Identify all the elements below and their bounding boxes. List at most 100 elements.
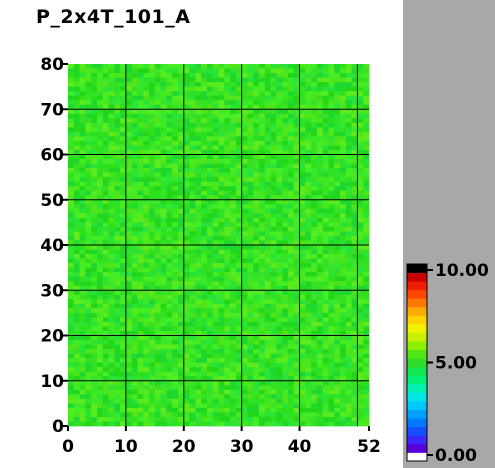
heatmap-cell (201, 398, 208, 404)
heatmap-cell (172, 276, 179, 282)
heatmap-cell (166, 77, 173, 83)
heatmap-cell (160, 177, 167, 183)
heatmap-cell (85, 68, 92, 74)
heatmap-cell (357, 254, 364, 259)
heatmap-cell (363, 276, 370, 282)
heatmap-cell (73, 349, 80, 354)
heatmap-cell (149, 416, 156, 422)
heatmap-cell (305, 285, 312, 291)
heatmap-cell (334, 145, 341, 151)
heatmap-cell (154, 163, 161, 169)
heatmap-cell (322, 113, 329, 119)
heatmap-cell (183, 416, 190, 422)
heatmap-cell (195, 195, 202, 201)
heatmap-cell (154, 127, 161, 133)
heatmap-cell (172, 367, 179, 373)
heatmap-cell (351, 181, 358, 187)
heatmap-cell (212, 376, 219, 382)
heatmap-cell (160, 86, 167, 92)
heatmap-cell (91, 118, 98, 124)
heatmap-cell (264, 290, 271, 296)
heatmap-cell (154, 371, 161, 377)
heatmap-cell (218, 371, 225, 377)
heatmap-cell (172, 235, 179, 241)
heatmap-cell (195, 86, 202, 92)
heatmap-cell (68, 240, 75, 246)
heatmap-cell (189, 82, 196, 87)
heatmap-cell (235, 159, 243, 164)
heatmap-cell (322, 127, 329, 133)
heatmap-cell (206, 385, 214, 391)
heatmap-cell (241, 340, 248, 345)
heatmap-cell (293, 285, 300, 291)
heatmap-cell (345, 113, 352, 119)
heatmap-cell (160, 380, 167, 386)
heatmap-cell (322, 362, 329, 368)
heatmap-cell (96, 136, 104, 142)
heatmap-cell (131, 159, 138, 164)
heatmap-cell (311, 330, 318, 336)
heatmap-cell (85, 394, 92, 400)
heatmap-cell (206, 190, 214, 196)
heatmap-cell (68, 118, 75, 124)
heatmap-cell (85, 104, 92, 110)
heatmap-cell (131, 240, 138, 246)
heatmap-cell (282, 312, 289, 318)
heatmap-cell (218, 299, 225, 305)
heatmap-cell (143, 267, 150, 273)
heatmap-cell (195, 303, 202, 309)
heatmap-cell (241, 385, 248, 391)
heatmap-cell (282, 358, 289, 364)
heatmap-cell (270, 177, 277, 183)
heatmap-cell (230, 140, 237, 146)
heatmap-cell (311, 77, 318, 83)
heatmap-cell (154, 290, 161, 296)
heatmap-cell (143, 149, 150, 155)
heatmap-cell (79, 380, 86, 386)
heatmap-cell (230, 335, 237, 341)
heatmap-cell (334, 127, 341, 133)
heatmap-cell (79, 412, 86, 418)
heatmap-cell (108, 254, 115, 259)
heatmap-cell (172, 100, 179, 106)
heatmap-cell (114, 231, 121, 237)
heatmap-cell (166, 140, 173, 146)
heatmap-cell (357, 407, 364, 413)
heatmap-cell (125, 308, 133, 314)
heatmap-cell (235, 91, 243, 97)
heatmap-cell (102, 149, 109, 155)
heatmap-cell (183, 353, 190, 359)
heatmap-cell (108, 245, 115, 250)
heatmap-cell (195, 113, 202, 119)
heatmap-cell (73, 362, 80, 368)
heatmap-cell (264, 376, 271, 382)
heatmap-cell (114, 118, 121, 124)
heatmap-cell (166, 254, 173, 259)
heatmap-cell (259, 308, 266, 314)
heatmap-cell (345, 231, 352, 237)
heatmap-cell (108, 389, 115, 395)
heatmap-cell (316, 263, 324, 268)
heatmap-cell (189, 385, 196, 391)
heatmap-cell (270, 131, 277, 137)
heatmap-cell (96, 82, 104, 87)
heatmap-cell (212, 272, 219, 278)
heatmap-cell (293, 421, 300, 427)
heatmap-cell (154, 140, 161, 146)
heatmap-cell (363, 86, 370, 92)
heatmap-cell (328, 308, 335, 314)
heatmap-cell (241, 367, 248, 373)
heatmap-cell (79, 321, 86, 327)
heatmap-cell (125, 340, 133, 345)
heatmap-cell (96, 412, 104, 418)
heatmap-cell (340, 181, 347, 187)
heatmap-cell (131, 186, 138, 192)
heatmap-cell (73, 407, 80, 413)
heatmap-cell (102, 281, 109, 287)
heatmap-cell (345, 91, 352, 97)
heatmap-cell (340, 186, 347, 192)
heatmap-cell (253, 140, 260, 146)
heatmap-cell (311, 82, 318, 87)
heatmap-cell (311, 235, 318, 241)
heatmap-cell (363, 226, 370, 232)
